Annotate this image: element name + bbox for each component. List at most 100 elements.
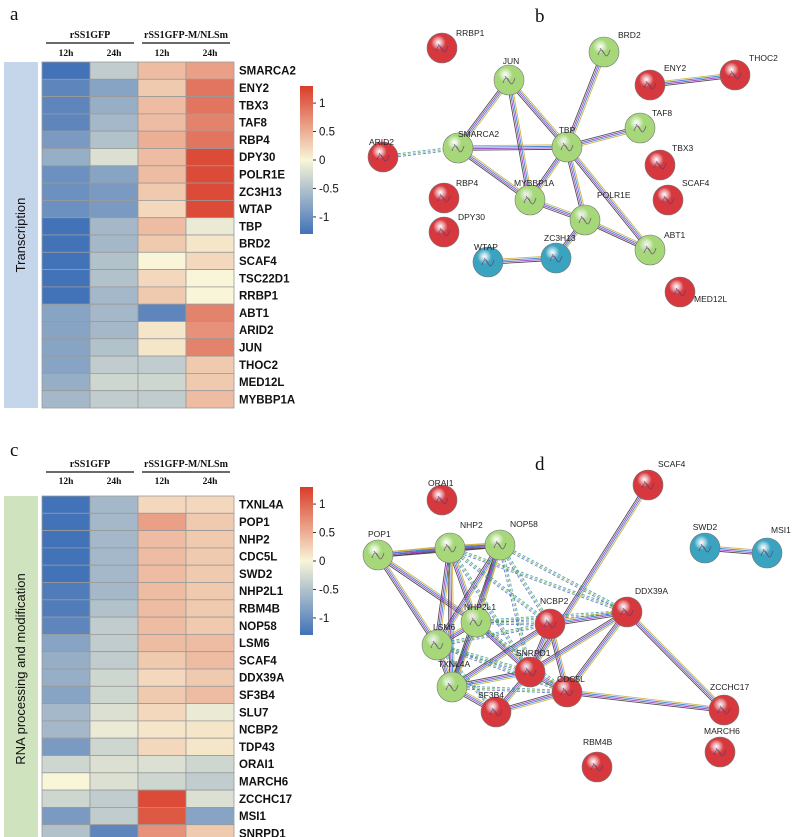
network-node-zc3h13[interactable]: ZC3H13 (540, 233, 576, 274)
network-node-march6[interactable]: MARCH6 (704, 726, 740, 768)
heatmap-cell (185, 582, 235, 601)
network-node-rbp4[interactable]: RBP4 (428, 178, 478, 214)
row-label: WTAP (239, 204, 272, 216)
network-node-ncbp2[interactable]: NCBP2 (534, 596, 569, 640)
node-label: ORAI1 (428, 478, 454, 488)
network-edge (498, 545, 529, 673)
network-node-lsm6[interactable]: LSM6 (421, 622, 455, 661)
column-label: 12h (59, 49, 75, 59)
network-edge (567, 52, 606, 148)
heatmap-cell (41, 390, 91, 409)
network-node-nhp2[interactable]: NHP2 (434, 520, 483, 564)
network-node-eny2[interactable]: ENY2 (634, 63, 686, 101)
heatmap-cell (185, 251, 235, 271)
network-node-txnl4a[interactable]: TXNL4A (436, 659, 470, 703)
node-label: ABT1 (664, 230, 686, 240)
network-node-wtap[interactable]: WTAP (472, 242, 504, 278)
heatmap-cell (137, 824, 187, 837)
network-edge (509, 79, 532, 200)
network-node-cdc5l[interactable]: CDC5L (551, 674, 585, 708)
network-edge (447, 548, 451, 688)
network-edge (437, 643, 531, 671)
heatmap-cell (89, 720, 139, 739)
heatmap-cell (185, 61, 235, 80)
node-label: RRBP1 (456, 28, 485, 38)
node-label: ARID2 (369, 137, 394, 147)
column-group-label: rSS1GFP (70, 30, 111, 41)
heatmap-cell (89, 303, 139, 322)
network-node-thoc2[interactable]: THOC2 (719, 53, 778, 91)
heatmap-cell (137, 96, 187, 115)
colorbar (300, 487, 313, 635)
network-node-abt1[interactable]: ABT1 (634, 230, 686, 266)
heatmap-cell (137, 668, 187, 687)
node-structure-glyph (698, 543, 712, 553)
side-category-label: RNA processing and modification (13, 573, 28, 765)
heatmap-cell (89, 547, 139, 566)
heatmap-cell (89, 685, 139, 704)
colorbar-tick-label: 0 (319, 556, 325, 568)
network-node-mybbp1a[interactable]: MYBBP1A (514, 178, 554, 216)
network-edge (500, 543, 552, 624)
network-node-arid2[interactable]: ARID2 (367, 137, 399, 173)
network-node-orai1[interactable]: ORAI1 (426, 478, 458, 516)
side-category-label: Transcription (13, 198, 28, 273)
row-label: RBM4B (239, 603, 280, 615)
network-edge (498, 545, 550, 626)
network-node-nhp2l1[interactable]: NHP2L1 (460, 602, 496, 638)
network-node-tbx3[interactable]: TBX3 (644, 143, 694, 181)
network-node-pop1[interactable]: POP1 (362, 529, 394, 571)
heatmap-panel-a: a Transcription rSS1GFP rSS1GFP-M/NLSm 12h 24… (4, 4, 339, 409)
heatmap-cell (41, 251, 91, 271)
row-label: ZCCHC17 (239, 794, 292, 806)
heatmap-cell (185, 113, 235, 132)
heatmap-cell (41, 286, 91, 305)
network-node-med12l[interactable]: MED12L (664, 276, 727, 308)
network-node-scaf4[interactable]: SCAF4 (652, 178, 710, 216)
column-label: 24h (107, 49, 123, 59)
network-edge (375, 555, 436, 647)
network-node-tbp[interactable]: TBP (551, 125, 583, 163)
network-node-nop58[interactable]: NOP58 (484, 519, 538, 561)
heatmap-cell (41, 634, 91, 653)
heatmap-cell (185, 789, 235, 808)
heatmap-cell (185, 685, 235, 704)
network-node-dpy30[interactable]: DPY30 (428, 212, 485, 248)
heatmap-cell (89, 824, 139, 837)
network-node-msi1[interactable]: MSI1 (751, 525, 791, 569)
network-node-polr1e[interactable]: POLR1E (569, 190, 631, 236)
heatmap-cell (41, 651, 91, 670)
heatmap-cell (137, 737, 187, 756)
network-node-brd2[interactable]: BRD2 (588, 30, 641, 68)
heatmap-cell (89, 96, 139, 115)
network-node-taf8[interactable]: TAF8 (624, 108, 672, 144)
row-label: DDX39A (239, 673, 284, 685)
network-node-scaf4[interactable]: SCAF4 (632, 459, 686, 501)
heatmap-cell (89, 616, 139, 635)
network-node-zcchc17[interactable]: ZCCHC17 (708, 682, 749, 726)
node-structure-glyph (549, 253, 563, 263)
row-label: ABT1 (239, 308, 270, 320)
network-edge (451, 686, 568, 693)
network-edge (451, 622, 550, 687)
column-label: 12h (59, 477, 75, 487)
network-node-ddx39a[interactable]: DDX39A (611, 586, 668, 628)
network-node-rbm4b[interactable]: RBM4B (581, 737, 613, 783)
network-edge (530, 485, 650, 673)
heatmap-cell (137, 564, 187, 583)
network-node-sf3b4[interactable]: SF3B4 (478, 690, 512, 728)
side-category-bar (4, 496, 38, 837)
network-edge (567, 689, 725, 709)
network-node-jun[interactable]: JUN (493, 56, 525, 96)
node-label: TBP (559, 125, 576, 135)
heatmap-cell (137, 217, 187, 236)
network-edge (448, 548, 530, 674)
network-node-smarca2[interactable]: SMARCA2 (442, 129, 499, 164)
network-node-snrpd1[interactable]: SNRPD1 (514, 648, 551, 688)
network-node-rrbp1[interactable]: RRBP1 (426, 28, 485, 64)
heatmap-cell (89, 807, 139, 826)
heatmap-cell (137, 78, 187, 98)
network-edge (436, 644, 568, 693)
network-edge (457, 144, 567, 147)
network-node-swd2[interactable]: SWD2 (689, 522, 721, 564)
